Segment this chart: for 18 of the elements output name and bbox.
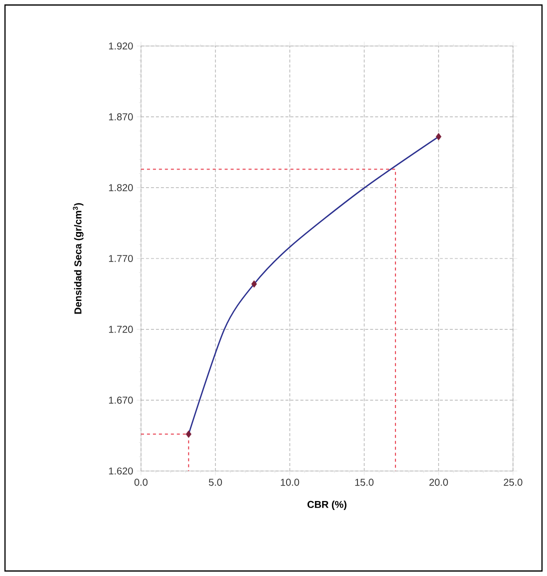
y-tick-label: 1.870	[109, 113, 133, 120]
x-tick-label: 0.0	[134, 478, 148, 486]
y-tick-label: 1.920	[109, 42, 133, 50]
y-tick-label: 1.670	[109, 396, 133, 404]
point	[436, 132, 442, 140]
x-tick-label: 25.0	[504, 478, 522, 486]
x-tick-label: 5.0	[208, 478, 222, 486]
y-axis-title: Densidad Seca (gr/cm$^{3}$)	[72, 203, 84, 314]
y-tick-label: 1.720	[109, 326, 133, 333]
x-tick-label: 15.0	[355, 478, 374, 486]
point	[186, 430, 192, 438]
y-tick-label: 1.820	[109, 184, 133, 192]
point	[251, 280, 257, 288]
x-tick-label: 20.0	[429, 478, 448, 486]
x-axis-title: CBR (%)	[307, 500, 346, 510]
y-tick-label: 1.620	[109, 467, 133, 475]
x-tick-label: 10.0	[280, 478, 300, 486]
y-tick-label: 1.770	[109, 254, 133, 262]
